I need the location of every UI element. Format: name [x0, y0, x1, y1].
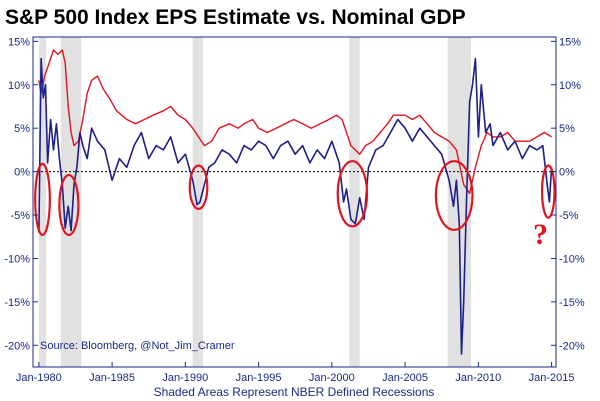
x-tick-label: Jan-1980: [16, 372, 62, 384]
highlight-ellipse: [188, 164, 209, 211]
gdp-series: [38, 49, 552, 194]
recession-band: [349, 37, 360, 367]
recession-band: [60, 37, 82, 367]
y-tick-label: 0%: [559, 167, 575, 179]
recession-band: [447, 37, 472, 367]
highlight-ellipse: [58, 173, 80, 237]
recession-band: [38, 37, 47, 367]
chart-title: S&P 500 Index EPS Estimate vs. Nominal G…: [5, 6, 466, 29]
y-axis-left: 15% 10% 5% 0% -5% -10% -15% -20%: [4, 36, 38, 352]
x-tick-label: Jan-2010: [455, 372, 501, 384]
x-tick-label: Jan-1985: [89, 372, 135, 384]
x-tick-label: Jan-2000: [309, 372, 355, 384]
x-tick-label: Jan-1995: [236, 372, 282, 384]
y-tick-label: -5%: [10, 210, 30, 222]
y-tick-label: -10%: [4, 253, 30, 265]
y-tick-label: 0%: [14, 167, 30, 179]
source-note: Source: Bloomberg, @Not_Jim_Cramer: [40, 340, 235, 352]
recession-band: [192, 37, 203, 367]
y-tick-label: -15%: [4, 297, 30, 309]
y-tick-label: -20%: [4, 340, 30, 352]
x-tick-label: Jan-1990: [162, 372, 208, 384]
y-tick-label: 5%: [14, 123, 30, 135]
question-mark-annotation: ?: [533, 218, 548, 251]
y-tick-label: 15%: [559, 36, 581, 48]
eps-line: [38, 57, 553, 355]
y-tick-label: 10%: [8, 80, 30, 92]
x-tick-label: Jan-2015: [529, 372, 575, 384]
highlight-ellipse: [540, 164, 556, 219]
y-tick-label: 15%: [8, 36, 30, 48]
eps-series: [38, 57, 553, 355]
highlight-ellipse: [434, 160, 474, 231]
gdp-line: [38, 49, 552, 194]
highlight-ellipse: [336, 160, 369, 228]
highlight-ellipses: [34, 160, 556, 237]
recession-shading: [38, 37, 472, 367]
plot-frame: [32, 36, 557, 368]
x-axis-label: Shaded Areas Represent NBER Defined Rece…: [154, 385, 435, 399]
y-tick-label: -15%: [559, 297, 585, 309]
highlight-ellipse: [34, 162, 51, 237]
x-tick-label: Jan-2005: [382, 372, 428, 384]
x-axis: Jan-1980 Jan-1985 Jan-1990 Jan-1995 Jan-2000…: [16, 362, 575, 384]
y-tick-label: -10%: [559, 253, 585, 265]
y-tick-label: 10%: [559, 80, 581, 92]
y-tick-label: -20%: [559, 340, 585, 352]
y-axis-right: 15% 10% 5% 0% -5% -10% -15% -20%: [551, 36, 585, 352]
y-tick-label: -5%: [559, 210, 579, 222]
y-tick-label: 5%: [559, 123, 575, 135]
